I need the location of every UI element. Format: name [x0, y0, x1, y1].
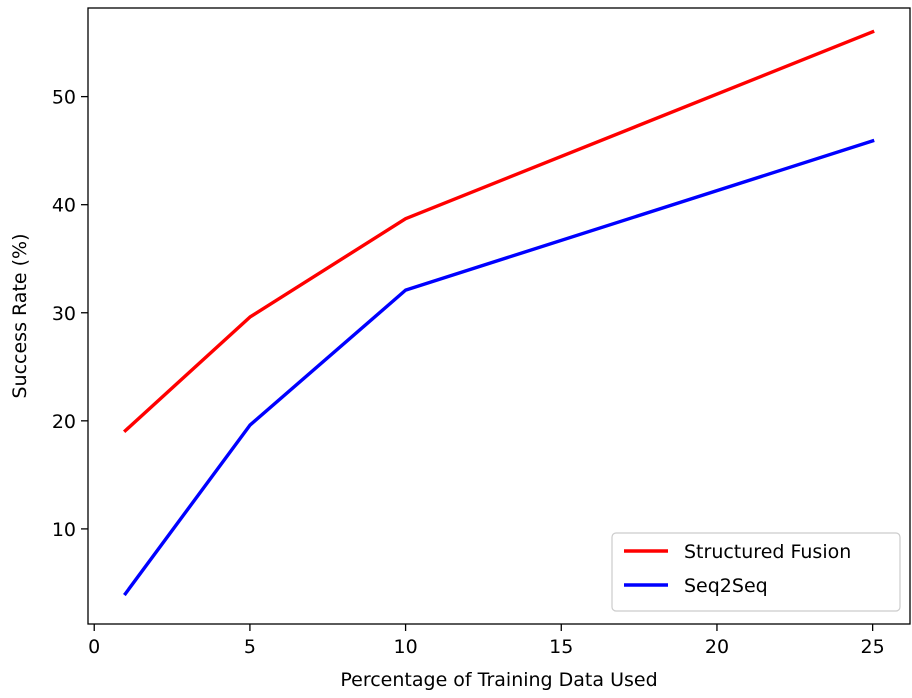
x-tick-label: 10	[393, 636, 417, 658]
plot-lines	[122, 29, 875, 597]
y-tick-label: 30	[52, 303, 76, 325]
x-axis-ticks: 0 5 10 15 20 25	[88, 624, 885, 658]
legend: Structured Fusion Seq2Seq	[611, 532, 901, 612]
y-tick-label: 10	[52, 519, 76, 541]
y-tick-label: 40	[52, 195, 76, 217]
legend-label: Seq2Seq	[684, 575, 768, 597]
x-axis-label: Percentage of Training Data Used	[340, 669, 657, 691]
x-tick-label: 20	[705, 636, 729, 658]
x-tick-label: 15	[549, 636, 573, 658]
x-tick-label: 0	[88, 636, 100, 658]
x-tick-label: 25	[861, 636, 885, 658]
x-tick-label: 5	[244, 636, 256, 658]
y-tick-label: 50	[52, 87, 76, 109]
legend-box	[611, 532, 901, 612]
series-line-1	[122, 29, 875, 434]
legend-label: Structured Fusion	[684, 541, 851, 563]
plot-frame	[87, 7, 911, 625]
y-axis-ticks: 10 20 30 40 50	[52, 87, 88, 541]
y-axis-label: Success Rate (%)	[9, 233, 31, 398]
y-tick-label: 20	[52, 411, 76, 433]
series-line-2	[123, 138, 875, 597]
